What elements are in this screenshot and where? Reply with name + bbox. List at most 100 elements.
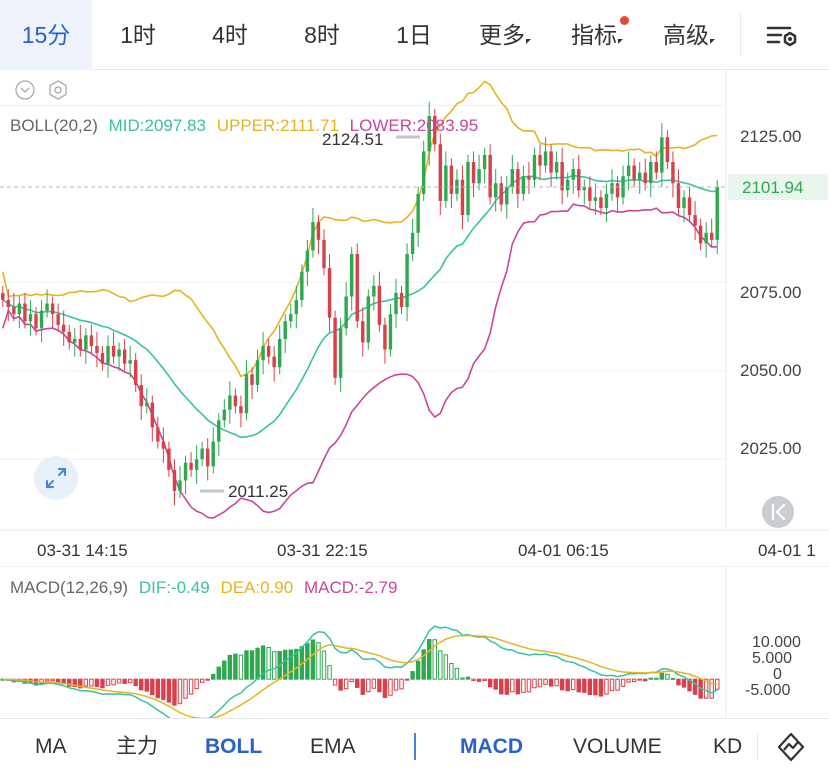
- macd-title: MACD(12,26,9): [10, 578, 128, 597]
- candle-body: [150, 402, 155, 428]
- candle-body: [156, 427, 160, 442]
- candlestick-chart[interactable]: 2101.94 2125.00 2075.00 2050.00 2025.00 …: [0, 70, 829, 560]
- indicator-main-force[interactable]: 主力: [116, 735, 158, 758]
- indicator-volume[interactable]: VOLUME: [573, 735, 662, 758]
- macd-histogram-bar: [72, 678, 77, 688]
- candle-body: [349, 254, 354, 297]
- candle-body: [665, 137, 670, 162]
- bollinger-bands: [2, 80, 718, 519]
- candle-body: [698, 225, 703, 244]
- candle-body: [410, 232, 415, 254]
- macd-histogram-bar: [55, 678, 61, 683]
- macd-histogram-bar: [703, 678, 709, 699]
- candle-body: [416, 193, 420, 233]
- candle-body: [593, 197, 598, 201]
- tab-4h[interactable]: 4时: [212, 22, 248, 48]
- tab-1h[interactable]: 1时: [120, 22, 156, 48]
- indicators-caret-icon: [618, 39, 623, 44]
- macd-histogram-bar: [39, 678, 44, 684]
- indicator-divider: [414, 733, 416, 760]
- candle-body: [78, 338, 83, 350]
- collapse-icon[interactable]: [15, 80, 35, 100]
- candle-body: [355, 254, 359, 322]
- macd-histogram-bar: [78, 678, 83, 689]
- tab-8h[interactable]: 8时: [304, 22, 340, 48]
- fullscreen-button[interactable]: [34, 456, 78, 500]
- candle-body: [300, 271, 304, 300]
- tab-1d[interactable]: 1日: [396, 22, 432, 48]
- macd-histogram-bar: [382, 678, 388, 698]
- indicator-ema[interactable]: EMA: [310, 735, 356, 758]
- macd-dif-line: [2, 625, 718, 718]
- candle-body: [122, 349, 127, 364]
- chart-settings-icon[interactable]: [764, 22, 800, 50]
- drawing-tool-icon[interactable]: [775, 731, 807, 763]
- macd-histogram-bar: [332, 678, 338, 686]
- candle-body: [228, 395, 232, 410]
- macd-histogram-bar: [155, 678, 161, 699]
- boll-upper-line: [2, 80, 718, 378]
- candle-body: [527, 176, 531, 180]
- candle-body: [272, 356, 276, 368]
- time-axis-label: 04-01 06:15: [518, 541, 609, 560]
- tab-advanced[interactable]: 高级: [663, 22, 709, 48]
- macd-histogram-bar: [233, 653, 238, 680]
- macd-tick: 0: [773, 666, 782, 683]
- macd-histogram-bar: [255, 647, 260, 680]
- macd-histogram-bar: [543, 678, 548, 685]
- candle-body: [565, 179, 570, 191]
- candle-body: [604, 193, 609, 208]
- macd-histogram-bar: [150, 678, 155, 696]
- candle-body: [438, 144, 443, 201]
- high-marker-label: 2124.51: [322, 130, 383, 149]
- candle-body: [28, 314, 33, 322]
- candle-body: [632, 165, 636, 180]
- candle-body: [538, 154, 542, 166]
- macd-hist-value: MACD:-2.79: [304, 578, 398, 597]
- candle-body: [444, 165, 448, 201]
- indicator-macd[interactable]: MACD: [460, 735, 523, 758]
- candle-body: [643, 172, 647, 184]
- macd-histogram-bar: [460, 677, 465, 680]
- tab-more[interactable]: 更多: [479, 22, 525, 48]
- macd-histogram-bar: [404, 678, 410, 681]
- macd-histogram-bar: [559, 678, 565, 691]
- macd-chart[interactable]: MACD(12,26,9) DIF:-0.49 DEA:0.90 MACD:-2…: [0, 566, 829, 718]
- boll-title: BOLL(20,2): [10, 116, 98, 135]
- candle-body: [1, 292, 5, 300]
- macd-histogram-bar: [111, 678, 116, 686]
- candle-body: [588, 186, 592, 201]
- candle-body: [167, 448, 171, 470]
- macd-histogram-bar: [565, 678, 570, 692]
- candle-body: [654, 162, 659, 173]
- macd-histogram-bar: [139, 678, 144, 691]
- candle-body: [100, 353, 105, 364]
- macd-histogram-bar: [205, 678, 210, 681]
- indicator-kd[interactable]: KD: [713, 735, 743, 758]
- candle-body: [17, 303, 22, 315]
- candle-body: [460, 179, 465, 216]
- indicator-boll[interactable]: BOLL: [205, 735, 263, 758]
- macd-histogram: [0, 638, 720, 706]
- indicator-ma[interactable]: MA: [35, 735, 67, 758]
- macd-histogram-bar: [288, 649, 293, 680]
- candle-body: [233, 395, 238, 407]
- macd-histogram-bar: [127, 678, 133, 684]
- macd-histogram-bar: [260, 645, 266, 680]
- macd-tick: -5.000: [745, 682, 790, 699]
- macd-histogram-bar: [50, 678, 55, 682]
- candle-body: [289, 314, 293, 322]
- tab-indicators[interactable]: 指标: [571, 22, 617, 48]
- more-caret-icon: [526, 39, 531, 44]
- macd-histogram-bar: [310, 639, 316, 680]
- candle-body: [89, 335, 94, 346]
- indicator-settings-icon[interactable]: [49, 80, 67, 100]
- advanced-caret-icon: [710, 39, 715, 44]
- tab-15m[interactable]: 15分: [0, 0, 92, 70]
- macd-histogram-bar: [116, 678, 122, 684]
- candle-body: [39, 310, 44, 329]
- macd-histogram-bar: [199, 678, 205, 683]
- macd-dea-line: [2, 634, 718, 718]
- candle-body: [344, 296, 348, 329]
- candle-body: [189, 462, 193, 470]
